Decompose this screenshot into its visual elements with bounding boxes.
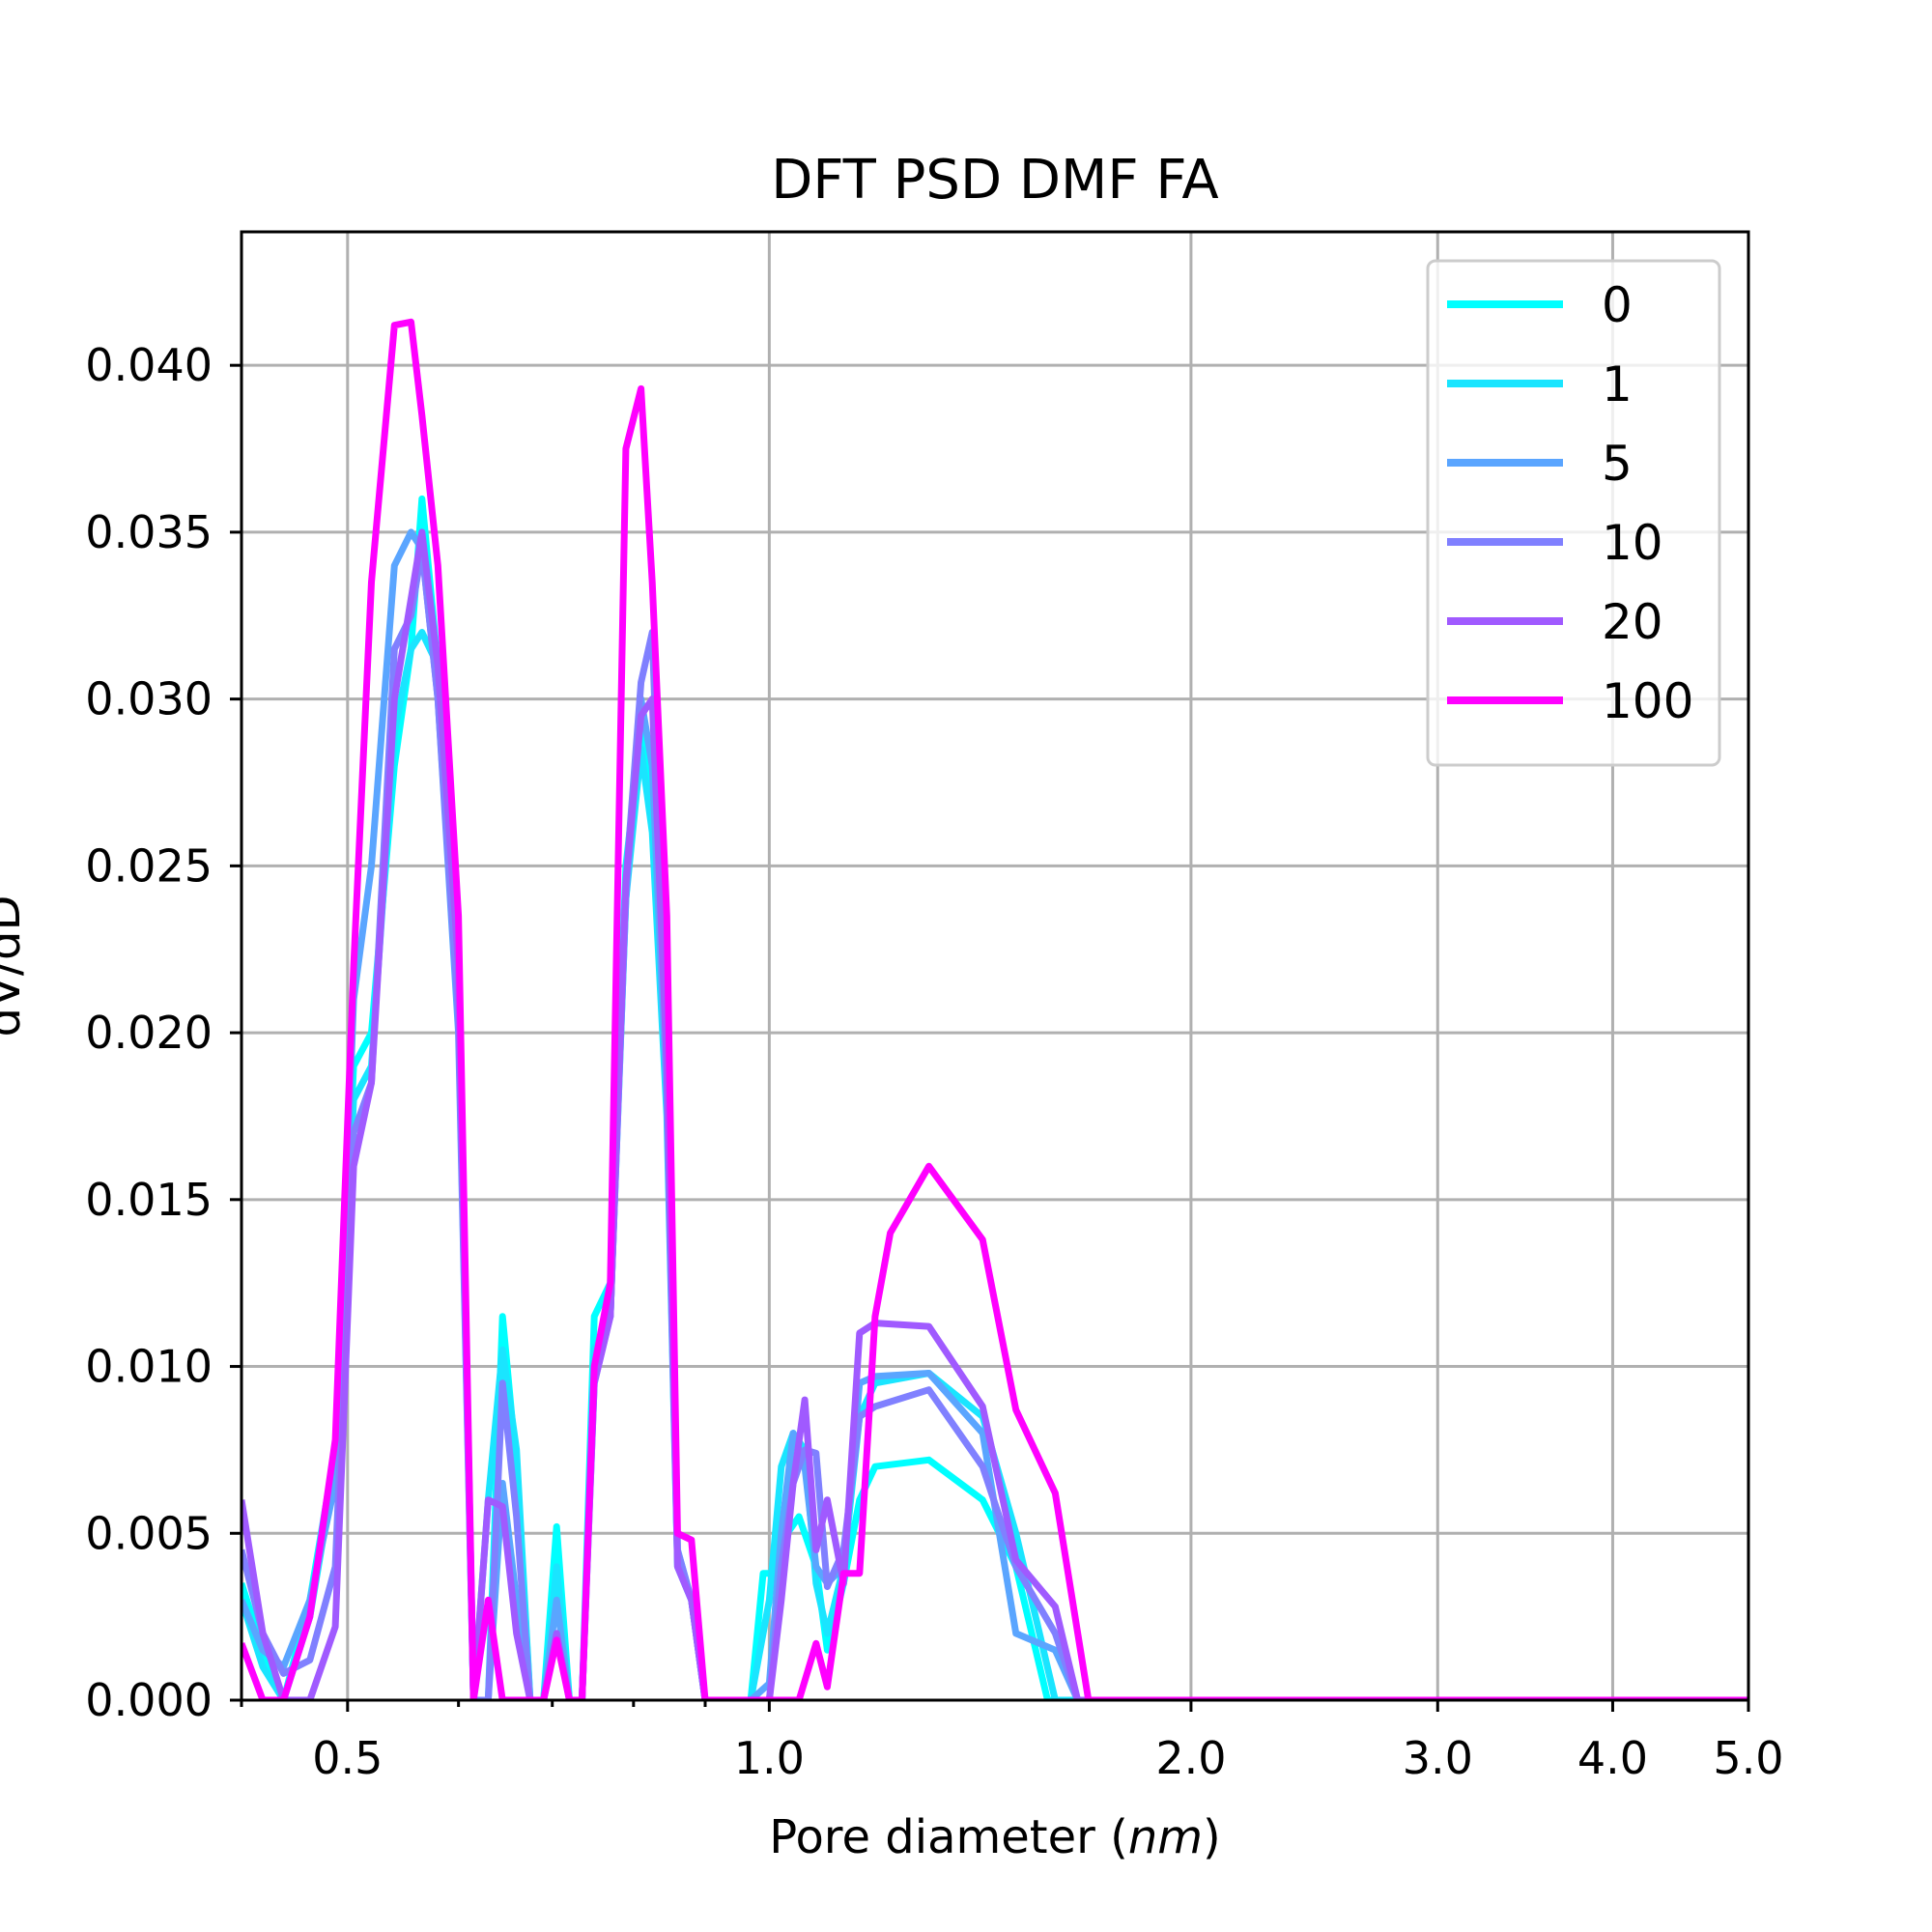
y-tick-label: 0.005	[85, 1507, 213, 1559]
x-tick-label: 0.5	[312, 1732, 383, 1784]
series-line-100	[242, 318, 1748, 1700]
legend-label: 5	[1602, 436, 1633, 492]
x-tick-label: 4.0	[1577, 1732, 1648, 1784]
y-axis-label: dV/dD	[0, 895, 31, 1037]
series-line-20	[242, 528, 1748, 1700]
legend-label: 20	[1602, 594, 1663, 650]
x-tick-label: 3.0	[1403, 1732, 1473, 1784]
axes-frame	[240, 230, 1750, 1702]
y-tick-label: 0.025	[85, 839, 213, 892]
y-tick-label: 0.030	[85, 673, 213, 725]
legend-label: 10	[1602, 515, 1663, 571]
y-tick-label: 0.010	[85, 1341, 213, 1393]
y-tick-label: 0.000	[85, 1674, 213, 1726]
y-tick-label: 0.035	[85, 506, 213, 558]
x-tick-label: 1.0	[734, 1732, 805, 1784]
x-tick-label: 2.0	[1155, 1732, 1226, 1784]
y-tick-label: 0.015	[85, 1174, 213, 1226]
x-axis-label-prefix: Pore diameter (	[769, 1810, 1128, 1864]
legend: 0 1 5 10 20 100	[1426, 259, 1721, 767]
legend-label: 1	[1602, 356, 1633, 412]
series-lines	[242, 318, 1748, 1700]
x-axis-label-suffix: )	[1203, 1810, 1221, 1864]
chart-title: DFT PSD DMF FA	[771, 149, 1218, 212]
legend-label: 100	[1602, 673, 1693, 729]
x-tick-label: 5.0	[1713, 1732, 1783, 1784]
axis-ticks: 0.000 0.005 0.010 0.015 0.020 0.025 0.030 0.035…	[85, 339, 1783, 1784]
y-tick-label: 0.020	[85, 1007, 213, 1059]
x-axis-label-unit: nm	[1128, 1810, 1203, 1864]
plot-area	[242, 318, 1748, 1700]
legend-label: 0	[1602, 277, 1633, 333]
x-axis-label: Pore diameter (nm)	[769, 1810, 1221, 1864]
y-tick-label: 0.040	[85, 339, 213, 391]
